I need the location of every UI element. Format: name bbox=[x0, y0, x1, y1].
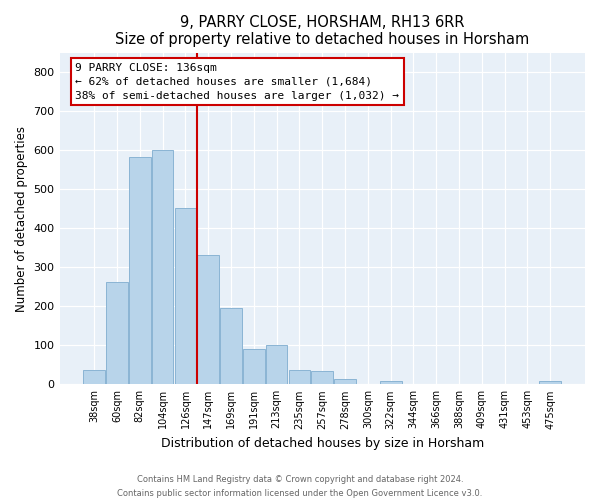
X-axis label: Distribution of detached houses by size in Horsham: Distribution of detached houses by size … bbox=[161, 437, 484, 450]
Text: Contains HM Land Registry data © Crown copyright and database right 2024.
Contai: Contains HM Land Registry data © Crown c… bbox=[118, 476, 482, 498]
Y-axis label: Number of detached properties: Number of detached properties bbox=[15, 126, 28, 312]
Bar bbox=[380, 381, 401, 384]
Bar bbox=[334, 379, 356, 384]
Title: 9, PARRY CLOSE, HORSHAM, RH13 6RR
Size of property relative to detached houses i: 9, PARRY CLOSE, HORSHAM, RH13 6RR Size o… bbox=[115, 15, 529, 48]
Bar bbox=[266, 346, 287, 385]
Bar bbox=[197, 255, 219, 384]
Text: 9 PARRY CLOSE: 136sqm
← 62% of detached houses are smaller (1,684)
38% of semi-d: 9 PARRY CLOSE: 136sqm ← 62% of detached … bbox=[76, 62, 400, 100]
Bar bbox=[289, 370, 310, 384]
Bar bbox=[311, 372, 333, 384]
Bar bbox=[152, 150, 173, 384]
Bar bbox=[539, 381, 561, 384]
Bar bbox=[106, 282, 128, 385]
Bar bbox=[83, 370, 105, 384]
Bar bbox=[220, 308, 242, 384]
Bar bbox=[243, 349, 265, 384]
Bar bbox=[175, 208, 196, 384]
Bar bbox=[129, 157, 151, 384]
